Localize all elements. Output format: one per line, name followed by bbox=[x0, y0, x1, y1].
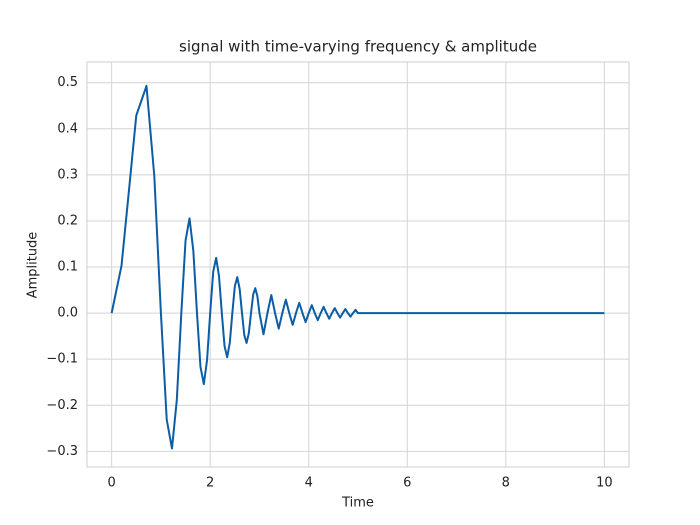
y-axis-label: Amplitude bbox=[26, 232, 41, 299]
x-tick-label: 2 bbox=[206, 476, 214, 491]
x-tick-label: 4 bbox=[305, 476, 313, 491]
y-tick-label: 0.2 bbox=[57, 213, 78, 228]
x-tick-label: 8 bbox=[502, 476, 510, 491]
y-tick-label: 0.1 bbox=[57, 260, 78, 275]
y-tick-label: 0.4 bbox=[57, 121, 78, 136]
x-axis-label: Time bbox=[341, 496, 374, 511]
y-tick-label: −0.1 bbox=[46, 352, 78, 367]
y-tick-label: 0.3 bbox=[57, 167, 78, 182]
x-tick-label: 0 bbox=[107, 476, 115, 491]
y-tick-label: −0.2 bbox=[46, 398, 78, 413]
y-tick-label: −0.3 bbox=[46, 444, 78, 459]
x-tick-label: 6 bbox=[403, 476, 411, 491]
chart-title: signal with time-varying frequency & amp… bbox=[179, 38, 537, 56]
x-tick-label: 10 bbox=[596, 476, 613, 491]
plot-frame bbox=[86, 61, 630, 468]
data-line bbox=[110, 84, 605, 450]
y-tick-label: 0.0 bbox=[57, 306, 78, 321]
y-tick-label: 0.5 bbox=[57, 75, 78, 90]
